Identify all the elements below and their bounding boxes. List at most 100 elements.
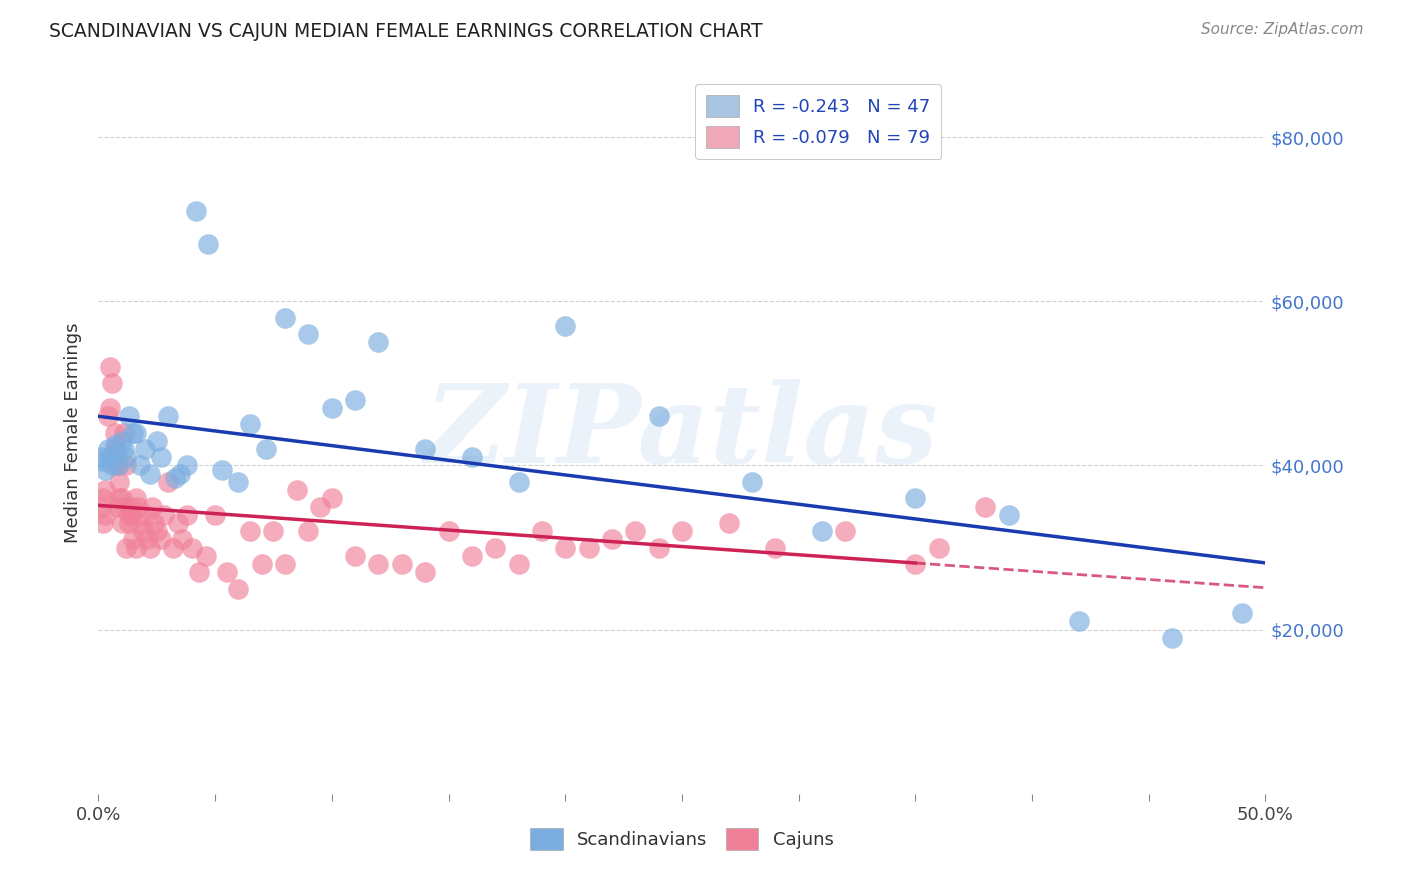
- Point: [367, 557, 389, 571]
- Point: [262, 524, 284, 538]
- Point: [321, 491, 343, 506]
- Point: [97, 409, 120, 424]
- Point: [90, 500, 112, 514]
- Point: [134, 442, 156, 456]
- Point: [285, 483, 308, 497]
- Point: [717, 516, 740, 530]
- Point: [367, 335, 389, 350]
- Point: [101, 376, 124, 391]
- Point: [741, 475, 763, 489]
- Point: [997, 508, 1019, 522]
- Point: [228, 582, 250, 596]
- Point: [647, 409, 669, 424]
- Point: [554, 318, 576, 333]
- Point: [215, 565, 238, 579]
- Point: [1161, 631, 1184, 645]
- Point: [162, 541, 184, 555]
- Point: [172, 533, 194, 547]
- Text: ZIPatlas: ZIPatlas: [425, 379, 939, 486]
- Point: [108, 475, 131, 489]
- Point: [141, 500, 163, 514]
- Point: [228, 475, 250, 489]
- Point: [122, 425, 145, 440]
- Point: [115, 458, 138, 473]
- Point: [98, 401, 121, 415]
- Point: [1230, 607, 1253, 621]
- Point: [578, 541, 600, 555]
- Point: [152, 508, 174, 522]
- Point: [256, 442, 278, 456]
- Point: [204, 508, 226, 522]
- Point: [297, 327, 319, 342]
- Point: [157, 475, 180, 489]
- Point: [104, 442, 127, 456]
- Point: [112, 442, 135, 456]
- Text: SCANDINAVIAN VS CAJUN MEDIAN FEMALE EARNINGS CORRELATION CHART: SCANDINAVIAN VS CAJUN MEDIAN FEMALE EARN…: [49, 22, 763, 41]
- Point: [239, 524, 262, 538]
- Point: [120, 508, 142, 522]
- Point: [122, 533, 145, 547]
- Point: [101, 458, 124, 473]
- Point: [157, 409, 180, 424]
- Point: [118, 516, 141, 530]
- Point: [125, 425, 148, 440]
- Point: [834, 524, 856, 538]
- Point: [143, 516, 166, 530]
- Point: [250, 557, 273, 571]
- Point: [344, 392, 367, 407]
- Point: [554, 541, 576, 555]
- Point: [624, 524, 647, 538]
- Legend: Scandinavians, Cajuns: Scandinavians, Cajuns: [523, 821, 841, 857]
- Point: [176, 458, 198, 473]
- Point: [169, 467, 191, 481]
- Point: [134, 508, 156, 522]
- Point: [104, 438, 127, 452]
- Point: [115, 541, 138, 555]
- Point: [297, 524, 319, 538]
- Point: [671, 524, 693, 538]
- Point: [309, 500, 332, 514]
- Point: [413, 442, 436, 456]
- Point: [211, 462, 233, 476]
- Point: [647, 541, 669, 555]
- Point: [187, 565, 209, 579]
- Point: [105, 446, 128, 460]
- Point: [98, 359, 121, 374]
- Point: [928, 541, 950, 555]
- Point: [194, 549, 217, 563]
- Point: [112, 500, 135, 514]
- Point: [132, 524, 155, 538]
- Point: [197, 236, 219, 251]
- Point: [180, 541, 202, 555]
- Point: [90, 450, 112, 465]
- Point: [1067, 615, 1090, 629]
- Point: [129, 516, 152, 530]
- Point: [904, 557, 927, 571]
- Point: [974, 500, 997, 514]
- Point: [108, 458, 131, 473]
- Point: [104, 425, 127, 440]
- Point: [111, 516, 134, 530]
- Point: [508, 557, 530, 571]
- Point: [129, 458, 152, 473]
- Point: [97, 442, 120, 456]
- Point: [763, 541, 786, 555]
- Point: [136, 533, 159, 547]
- Text: Source: ZipAtlas.com: Source: ZipAtlas.com: [1201, 22, 1364, 37]
- Point: [94, 462, 117, 476]
- Point: [437, 524, 460, 538]
- Point: [108, 491, 131, 506]
- Point: [274, 557, 297, 571]
- Point: [91, 454, 114, 468]
- Point: [150, 533, 173, 547]
- Point: [98, 450, 121, 465]
- Point: [118, 409, 141, 424]
- Point: [118, 508, 141, 522]
- Point: [321, 401, 343, 415]
- Point: [91, 516, 114, 530]
- Point: [461, 450, 484, 465]
- Point: [125, 491, 148, 506]
- Point: [94, 508, 117, 522]
- Point: [391, 557, 413, 571]
- Point: [600, 533, 623, 547]
